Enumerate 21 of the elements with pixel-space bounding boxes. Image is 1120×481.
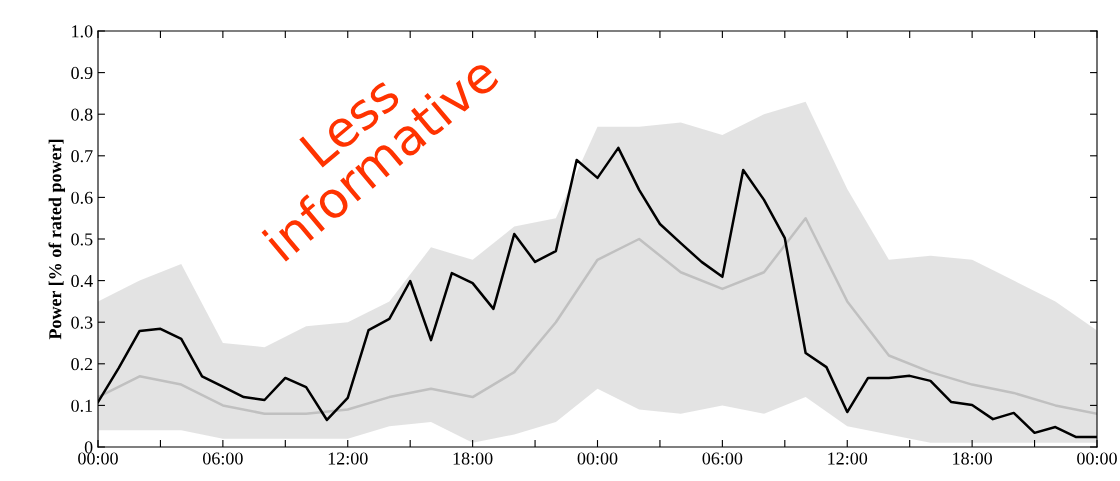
y-tick-label: 0.8: [71, 108, 93, 121]
y-tick-label: 0.5: [71, 233, 93, 246]
y-tick-label: 0.1: [71, 399, 93, 412]
y-tick-label: 0.7: [71, 150, 93, 163]
y-tick-label: 0: [84, 441, 93, 454]
y-tick-label: 0.6: [71, 191, 93, 204]
x-tick-label: 18:00: [453, 452, 493, 465]
y-tick-label: 0.4: [71, 274, 93, 288]
y-axis-title: Power [% of rated power]: [48, 139, 66, 340]
y-tick-label: 0.9: [71, 66, 93, 80]
y-tick-label: 1.0: [72, 25, 93, 38]
y-tick-label: 0.2: [71, 358, 93, 371]
x-tick-label: 06:00: [203, 452, 243, 465]
x-tick-label: 00:00: [577, 452, 618, 465]
y-tick-label: 0.3: [71, 316, 93, 329]
x-tick-label: 12:00: [828, 452, 868, 465]
x-tick-label: 00:00: [1077, 452, 1117, 465]
x-tick-label: 12:00: [328, 452, 368, 465]
x-tick-label: 18:00: [953, 452, 992, 465]
x-tick-label: 00:00: [78, 452, 118, 465]
x-tick-label: 06:00: [702, 452, 743, 465]
